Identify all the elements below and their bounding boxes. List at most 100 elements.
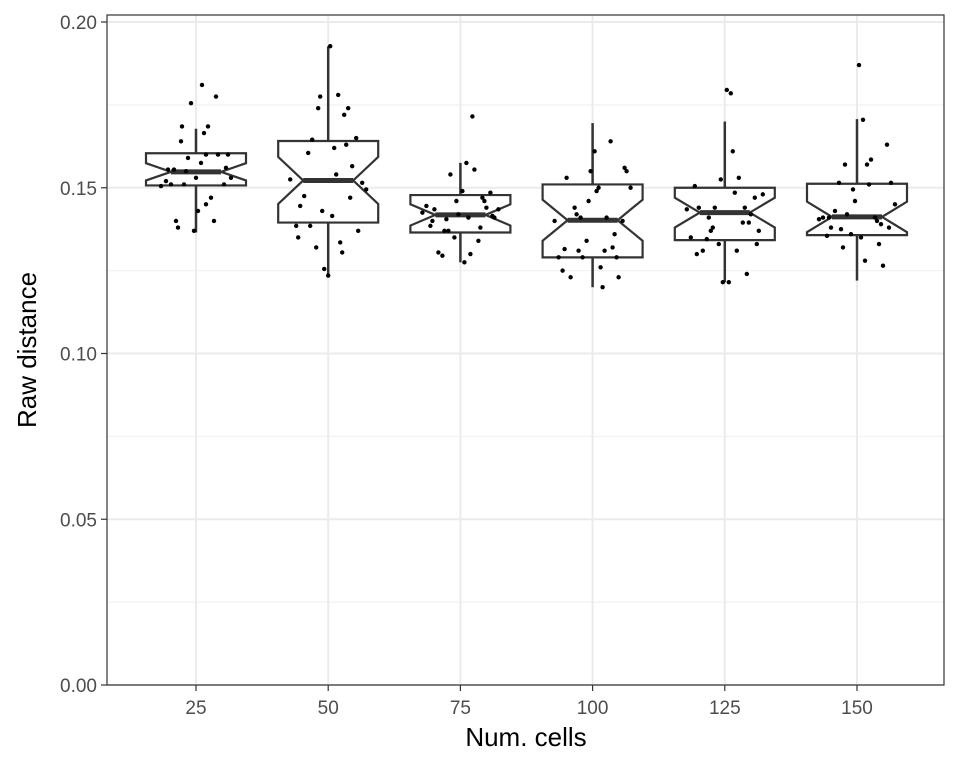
box-50 xyxy=(277,46,380,277)
data-point xyxy=(436,250,441,255)
data-point xyxy=(588,168,593,174)
data-point xyxy=(736,175,741,181)
data-point xyxy=(203,152,209,157)
data-point xyxy=(356,228,361,234)
data-point xyxy=(470,114,475,119)
data-point xyxy=(562,246,567,252)
data-point xyxy=(173,218,179,224)
data-point xyxy=(706,215,711,220)
box-125 xyxy=(673,121,776,283)
data-point xyxy=(860,117,866,122)
data-point xyxy=(302,193,307,199)
data-point xyxy=(874,218,880,224)
data-point xyxy=(424,203,429,209)
data-point xyxy=(610,245,615,250)
data-point xyxy=(730,149,735,154)
y-tick-label: 0.00 xyxy=(60,676,97,697)
data-point xyxy=(203,202,209,207)
data-point xyxy=(446,228,451,234)
data-point xyxy=(462,260,467,265)
x-axis-title: Num. cells xyxy=(465,722,586,752)
data-point xyxy=(488,190,493,195)
data-point xyxy=(342,112,347,118)
box-100 xyxy=(541,123,644,288)
data-point xyxy=(330,213,335,219)
data-point xyxy=(221,182,227,187)
data-point xyxy=(328,43,333,49)
data-point xyxy=(308,223,313,229)
data-point xyxy=(884,142,890,147)
data-point xyxy=(208,195,214,200)
data-point xyxy=(696,205,701,210)
data-point xyxy=(850,187,856,192)
data-point xyxy=(223,165,229,171)
data-point xyxy=(608,139,613,144)
data-point xyxy=(310,137,315,142)
data-point xyxy=(596,185,601,190)
data-point xyxy=(432,207,437,212)
data-point xyxy=(732,190,737,195)
data-point xyxy=(828,225,834,230)
data-point xyxy=(584,238,589,243)
data-point xyxy=(616,275,621,280)
data-point xyxy=(346,105,351,111)
x-tick-label: 125 xyxy=(709,698,741,719)
data-point xyxy=(472,167,477,172)
data-point xyxy=(684,207,689,212)
y-tick-label: 0.15 xyxy=(60,179,97,200)
data-point xyxy=(163,178,169,184)
data-point xyxy=(844,212,850,217)
data-point xyxy=(188,101,194,106)
data-point xyxy=(710,225,715,230)
data-point xyxy=(338,240,343,245)
data-point xyxy=(612,231,617,237)
data-point xyxy=(734,248,739,253)
data-point xyxy=(712,205,717,210)
notched-box xyxy=(805,182,909,237)
data-point xyxy=(600,285,605,290)
data-point xyxy=(716,241,721,247)
data-point xyxy=(316,105,321,111)
data-point xyxy=(862,258,868,263)
data-point xyxy=(568,275,573,280)
data-point xyxy=(614,255,619,260)
data-point xyxy=(482,198,487,204)
data-point xyxy=(754,241,759,247)
data-point xyxy=(428,223,433,229)
data-point xyxy=(576,248,581,253)
data-point xyxy=(456,212,461,217)
data-point xyxy=(886,225,892,230)
y-tick-label: 0.10 xyxy=(60,345,97,366)
data-point xyxy=(592,149,597,154)
box-plots xyxy=(144,46,909,288)
data-point xyxy=(198,160,204,166)
data-point xyxy=(580,255,585,260)
x-tick-label: 25 xyxy=(185,698,206,719)
data-point xyxy=(628,185,633,190)
data-point xyxy=(740,220,745,225)
data-point xyxy=(858,235,864,240)
y-axis-title: Raw distance xyxy=(12,272,42,428)
data-point xyxy=(314,245,319,250)
data-point xyxy=(620,218,625,224)
data-point xyxy=(430,218,435,224)
data-point xyxy=(296,235,301,240)
data-point xyxy=(816,217,822,222)
x-tick-label: 150 xyxy=(841,698,873,719)
data-point xyxy=(826,215,832,220)
data-point xyxy=(578,215,583,220)
data-point xyxy=(288,177,293,182)
data-point xyxy=(228,175,234,181)
data-point xyxy=(420,210,425,215)
data-point xyxy=(168,182,174,187)
data-point xyxy=(760,192,765,197)
data-point xyxy=(490,213,495,219)
data-point xyxy=(344,142,349,147)
data-point xyxy=(452,235,457,240)
box-75 xyxy=(409,162,512,263)
data-point xyxy=(466,215,471,220)
data-point xyxy=(205,124,211,129)
data-point xyxy=(454,198,459,204)
data-point xyxy=(586,198,591,204)
data-point xyxy=(574,212,579,217)
